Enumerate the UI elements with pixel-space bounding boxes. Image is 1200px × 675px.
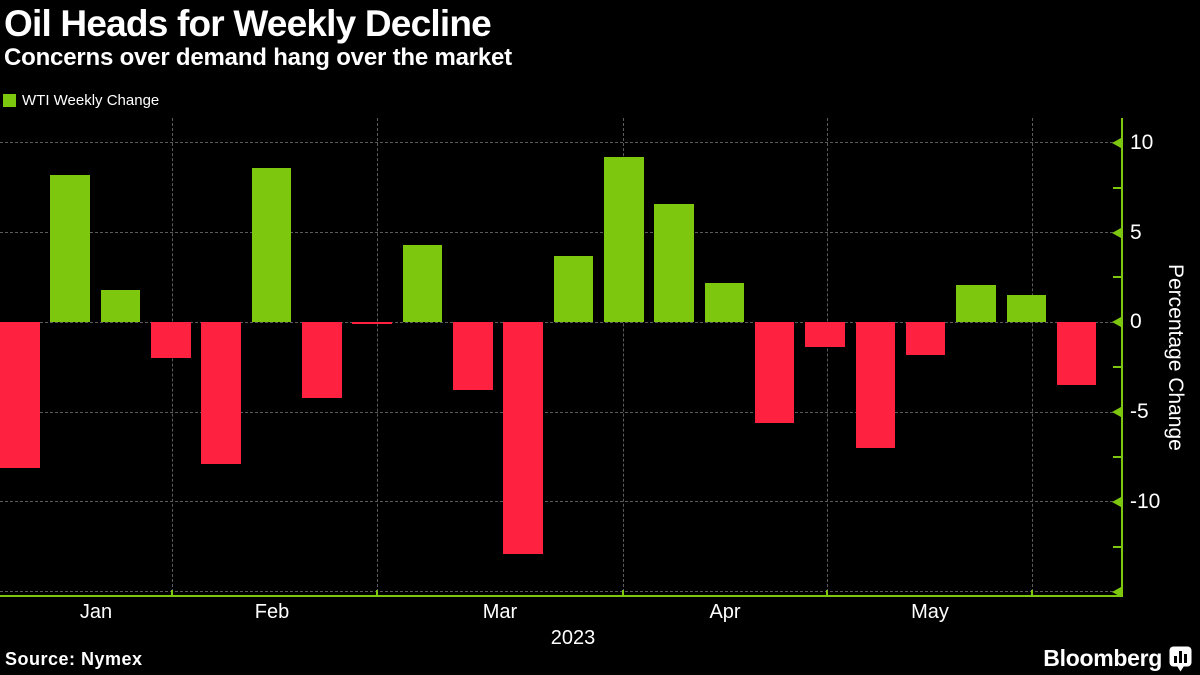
- bar-week-14: [654, 203, 694, 323]
- bar-week-10: [453, 322, 493, 391]
- x-axis-line: [0, 595, 1123, 597]
- y-axis-minor-tick: [1113, 186, 1121, 189]
- gridline-horizontal: [0, 591, 1123, 593]
- bar-week-11: [503, 322, 543, 554]
- y-axis-minor-tick: [1113, 366, 1121, 369]
- x-axis-tick: [1031, 590, 1033, 595]
- bar-week-19: [905, 322, 946, 355]
- bar-week-2: [50, 175, 90, 323]
- gridline-horizontal: [0, 321, 1123, 323]
- bar-week-9: [402, 245, 443, 323]
- gridline-vertical: [377, 118, 378, 597]
- bar-week-3: [100, 290, 141, 323]
- y-tick-label: -10: [1130, 489, 1161, 513]
- y-axis-minor-tick: [1113, 545, 1121, 548]
- y-axis-line: [1121, 118, 1123, 597]
- x-tick-label: May: [911, 601, 949, 623]
- bar-week-12: [553, 255, 594, 323]
- y-axis-arrow-icon: [1112, 227, 1121, 238]
- x-axis-tick: [826, 590, 828, 595]
- legend-swatch-icon: [3, 94, 16, 107]
- gridline-vertical: [623, 118, 624, 597]
- bar-week-22: [1056, 322, 1097, 386]
- bloomberg-wordmark: Bloomberg: [1043, 645, 1162, 671]
- y-axis-title: Percentage Change: [1164, 264, 1187, 451]
- gridline-vertical: [1032, 118, 1033, 597]
- bar-week-20: [956, 284, 996, 323]
- bloomberg-bubble-icon: [1169, 646, 1192, 671]
- y-axis-minor-tick: [1113, 276, 1121, 279]
- bar-week-16: [754, 322, 795, 423]
- bar-week-4: [151, 322, 191, 359]
- page-subtitle: Concerns over demand hang over the marke…: [4, 44, 512, 71]
- y-axis-arrow-icon: [1112, 317, 1121, 328]
- y-tick-label: 0: [1130, 310, 1142, 334]
- x-tick-label: Mar: [482, 601, 518, 623]
- source-credit: Source: Nymex: [5, 649, 143, 669]
- y-tick-label: -5: [1130, 400, 1149, 424]
- bar-week-1: [0, 322, 40, 468]
- gridline-vertical: [827, 118, 828, 597]
- bar-week-13: [604, 157, 644, 323]
- gridline-horizontal: [0, 232, 1123, 234]
- legend-label: WTI Weekly Change: [22, 92, 160, 109]
- bar-week-8: [352, 322, 392, 325]
- x-tick-label: Jan: [79, 601, 113, 623]
- y-axis-arrow-icon: [1112, 586, 1121, 597]
- x-axis-tick: [376, 590, 378, 595]
- bar-week-15: [704, 282, 745, 323]
- bar-week-5: [201, 322, 241, 465]
- x-tick-label: Feb: [254, 601, 290, 623]
- x-axis-tick: [171, 590, 173, 595]
- page-title: Oil Heads for Weekly Decline: [4, 3, 492, 44]
- gridline-horizontal: [0, 411, 1123, 413]
- bar-week-18: [855, 322, 896, 448]
- bloomberg-logo: Bloomberg: [1043, 645, 1192, 672]
- bar-week-7: [302, 322, 342, 398]
- gridline-horizontal: [0, 142, 1123, 144]
- x-tick-label: Apr: [709, 601, 741, 623]
- y-axis-arrow-icon: [1112, 407, 1121, 418]
- y-axis-minor-tick: [1113, 455, 1121, 458]
- gridline-horizontal: [0, 501, 1123, 503]
- y-axis-arrow-icon: [1112, 137, 1121, 148]
- bar-week-6: [251, 167, 292, 323]
- year-label: 2023: [550, 627, 596, 649]
- bar-week-17: [805, 322, 845, 348]
- legend: WTI Weekly Change: [3, 92, 159, 109]
- x-axis-tick: [622, 590, 624, 595]
- y-tick-label: 10: [1130, 130, 1154, 154]
- y-tick-label: 5: [1130, 220, 1142, 244]
- y-axis-arrow-icon: [1112, 496, 1121, 507]
- bar-week-21: [1006, 295, 1047, 323]
